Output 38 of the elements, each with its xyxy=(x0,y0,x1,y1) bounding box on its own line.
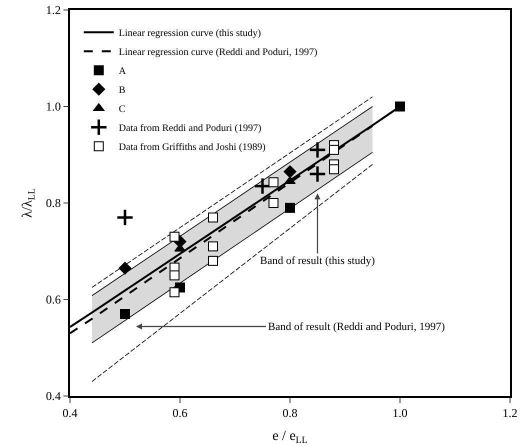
y-tick-label: 0.6 xyxy=(46,292,61,307)
point xyxy=(120,308,130,319)
point xyxy=(395,102,405,112)
point xyxy=(254,177,272,196)
annotation: Band of result (Reddi and Poduri, 1997) xyxy=(268,321,446,333)
annotation: Band of result (this study) xyxy=(260,255,376,267)
point xyxy=(208,241,218,252)
x-tick-label: 0.4 xyxy=(62,406,78,420)
legend-label: Linear regression curve (Reddi and Poduri, 1997) xyxy=(118,47,318,58)
legend-label: Linear regression curve (this study) xyxy=(118,28,261,40)
point xyxy=(116,208,134,226)
y-tick-label: 1.0 xyxy=(46,100,61,114)
x-axis-title: e / e$_{LL}$ xyxy=(272,429,308,446)
legend-label: B xyxy=(118,85,126,96)
legend-label: C xyxy=(118,104,126,116)
x-tick-label: 1.0 xyxy=(392,406,408,420)
y-tick-label: 0.4 xyxy=(46,389,61,404)
point xyxy=(268,177,278,188)
point xyxy=(284,176,296,184)
point xyxy=(308,165,326,183)
legend-label: A xyxy=(118,66,127,78)
point xyxy=(285,202,295,213)
point xyxy=(268,198,278,208)
legend-label: Data from Reddi and Poduri (1997) xyxy=(118,123,262,134)
point xyxy=(208,256,218,266)
point xyxy=(170,270,180,280)
point xyxy=(329,144,339,155)
legend-label: Data from Griffiths and Joshi (1989) xyxy=(118,142,266,154)
x-tick-label: 1.2 xyxy=(502,406,518,420)
point xyxy=(308,140,326,159)
point xyxy=(284,165,296,178)
point xyxy=(329,164,339,174)
y-tick-label: 0.8 xyxy=(46,196,61,210)
y-tick-label: 1.2 xyxy=(46,3,61,18)
point xyxy=(208,212,218,222)
x-tick-label: 0.8 xyxy=(282,406,298,420)
point xyxy=(118,262,132,274)
x-tick-label: 0.6 xyxy=(172,406,188,420)
